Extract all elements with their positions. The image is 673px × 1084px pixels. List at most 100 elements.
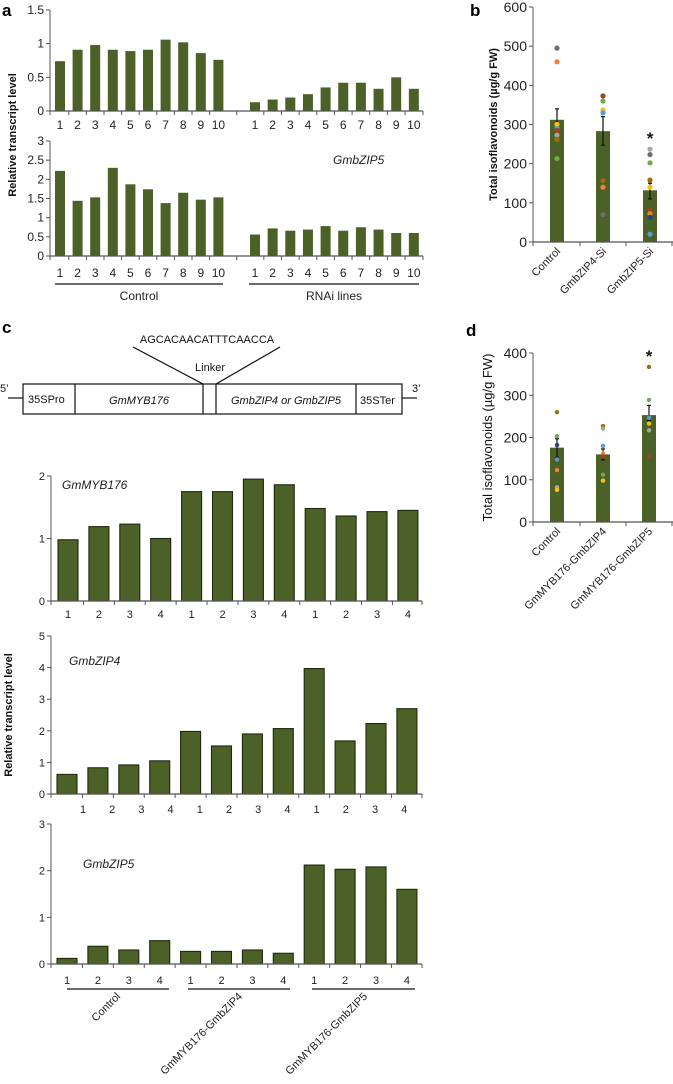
y-tick-label: 100 — [504, 472, 528, 488]
x-tick-label: 3 — [287, 266, 294, 280]
gene-title: GmbZIP5 — [83, 857, 135, 871]
x-tick-label: 2 — [219, 609, 225, 621]
bar — [72, 49, 83, 111]
x-tick-label: GmbZIP4-Si — [558, 246, 609, 297]
bar — [396, 888, 418, 965]
charts: 00.511.51 2 3 4 5 6 7 8 9 10 1 2 3 4 5 6 7 8 9 1000.511.522… — [3, 0, 673, 1077]
x-tick-label: 9 — [197, 118, 204, 132]
bar — [107, 49, 118, 111]
bar — [143, 49, 153, 111]
x-tick-label: 2 — [109, 804, 115, 816]
x-tick-label: 8 — [375, 266, 382, 280]
x-tick-label: Control — [530, 526, 564, 560]
x-tick-label: 3 — [372, 804, 378, 816]
bar — [596, 454, 610, 522]
panel-label-c: c — [2, 318, 11, 337]
bar — [213, 197, 224, 256]
bar — [550, 119, 564, 242]
bar — [211, 491, 234, 602]
y-tick-label: 1 — [37, 211, 44, 225]
x-tick-label: 1 — [65, 609, 71, 621]
bar — [334, 740, 356, 795]
bar — [338, 82, 349, 111]
data-point — [554, 442, 560, 448]
bar — [56, 773, 78, 795]
y-axis-title: Total isoflavonoids (µg/g FW) — [480, 354, 495, 522]
y-axis-title: Total isoflavonoids (µg/g FW) — [488, 48, 500, 201]
bar — [241, 733, 263, 795]
data-point — [554, 127, 560, 133]
x-tick-label: 7 — [358, 266, 365, 280]
y-tick-label: 300 — [504, 387, 528, 403]
data-point — [554, 467, 560, 473]
bar — [125, 51, 136, 111]
bar — [334, 868, 356, 965]
y-tick-label: 3 — [39, 819, 45, 831]
five-prime-label: 5’ — [0, 383, 9, 395]
bar — [338, 230, 349, 256]
panel-label-b: b — [470, 1, 480, 20]
x-tick-label: 9 — [393, 118, 400, 132]
bar — [272, 952, 294, 965]
bar — [365, 866, 387, 965]
bar — [90, 45, 101, 111]
x-tick-label: 1 — [64, 975, 70, 987]
x-tick-label: 4 — [109, 266, 116, 280]
bar — [408, 88, 419, 111]
bar — [149, 940, 171, 965]
y-tick-label: 200 — [504, 156, 528, 172]
construct-box — [22, 383, 403, 415]
x-tick-label: 1 — [312, 609, 318, 621]
x-tick-label: 1 — [57, 118, 64, 132]
y-tick-label: 4 — [39, 663, 45, 675]
bar — [302, 229, 313, 256]
x-tick-label: 4 — [305, 118, 312, 132]
x-tick-label: 2 — [226, 804, 232, 816]
y-tick-label: 0.5 — [27, 230, 44, 244]
y-tick-label: 100 — [504, 195, 528, 211]
x-tick-label: 2 — [95, 975, 101, 987]
bar — [408, 233, 419, 256]
data-point — [600, 211, 606, 218]
y-tick-label: 400 — [504, 77, 528, 93]
x-tick-label: 9 — [393, 266, 400, 280]
bar — [56, 957, 78, 965]
y-tick-label: 3 — [37, 134, 44, 148]
bar — [195, 53, 206, 111]
x-tick-label: 5 — [322, 118, 329, 132]
bar — [355, 227, 366, 256]
x-tick-label: 10 — [407, 118, 421, 132]
data-point — [554, 132, 560, 138]
x-tick-label: GmbZIP5-Si — [605, 246, 656, 297]
bar — [88, 526, 110, 602]
bar — [397, 509, 419, 602]
bar — [285, 230, 296, 256]
data-point — [646, 421, 652, 426]
y-tick-label: 1.5 — [27, 3, 44, 17]
y-tick-label: 1 — [37, 37, 44, 51]
segment-gmmyb176: GmMYB176 — [109, 395, 170, 407]
y-tick-label: 0 — [519, 234, 527, 250]
data-point — [647, 160, 653, 166]
bar — [320, 87, 331, 111]
segment-35ster: 35STer — [360, 395, 395, 407]
data-point — [600, 177, 606, 184]
x-tick-label: 3 — [92, 118, 99, 132]
x-tick-label: 1 — [197, 804, 203, 816]
x-tick-label: 2 — [269, 266, 276, 280]
bar — [72, 200, 83, 256]
data-point — [646, 454, 652, 459]
x-tick-label: 2 — [96, 609, 102, 621]
x-tick-label: 3 — [250, 609, 256, 621]
data-point — [647, 146, 653, 152]
x-tick-label: 4 — [305, 266, 312, 280]
data-point — [554, 45, 560, 51]
x-tick-label: 1 — [189, 609, 195, 621]
bar — [180, 950, 202, 965]
bar — [373, 229, 384, 256]
data-point — [646, 397, 652, 403]
y-axis-title: Relative transcript level — [3, 653, 15, 777]
bar — [250, 234, 260, 256]
x-tick-label: 7 — [358, 118, 365, 132]
